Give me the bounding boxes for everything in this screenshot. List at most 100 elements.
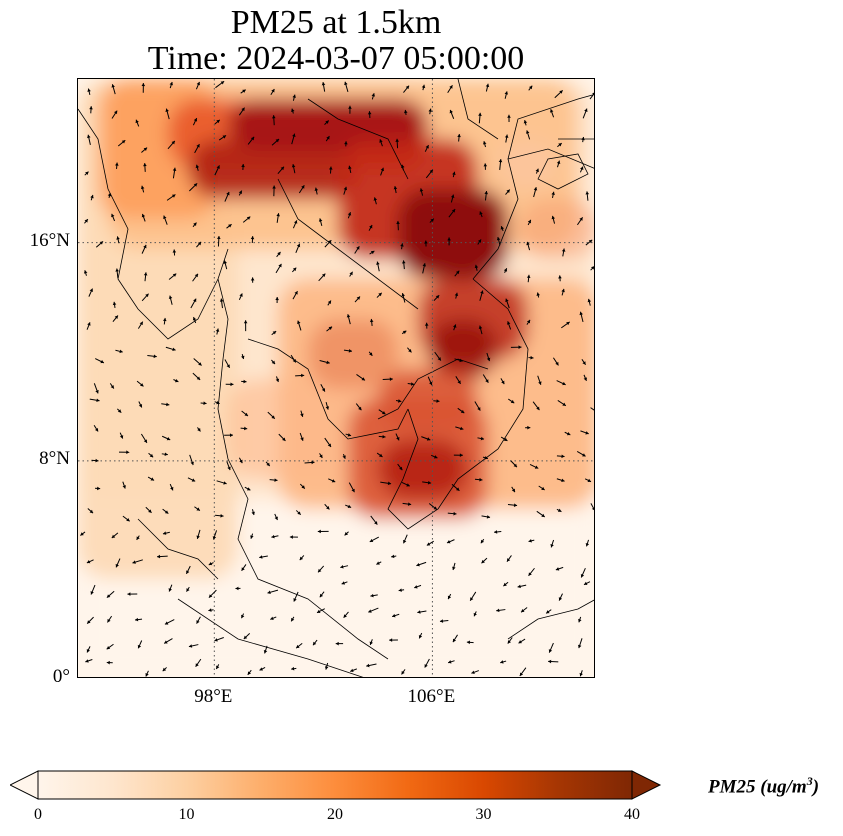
wind-vector bbox=[527, 219, 532, 226]
wind-vector bbox=[454, 270, 460, 277]
wind-vector bbox=[157, 554, 168, 559]
wind-vector bbox=[518, 638, 526, 644]
wind-vector bbox=[590, 407, 594, 411]
wind-vector bbox=[453, 324, 457, 331]
wind-vector bbox=[556, 508, 562, 513]
wind-vector bbox=[84, 171, 89, 176]
wind-vector bbox=[141, 83, 146, 93]
wind-vector bbox=[367, 111, 372, 119]
wind-vector bbox=[241, 354, 245, 360]
wind-vector bbox=[391, 554, 397, 559]
wind-vector bbox=[401, 260, 406, 270]
wind-vector bbox=[576, 217, 584, 226]
wind-vector bbox=[172, 249, 177, 256]
wind-vector bbox=[474, 477, 483, 482]
wind-vector bbox=[561, 248, 566, 257]
wind-vector bbox=[585, 539, 590, 547]
wind-vector bbox=[247, 136, 255, 145]
wind-vector bbox=[194, 506, 201, 511]
wind-vector bbox=[536, 292, 540, 298]
wind-vector bbox=[369, 536, 380, 543]
wind-vector bbox=[89, 106, 93, 114]
wind-vector bbox=[162, 317, 167, 325]
wind-vector bbox=[498, 159, 503, 170]
wind-vector bbox=[86, 616, 94, 624]
wind-vector bbox=[431, 454, 438, 459]
wind-vector bbox=[454, 292, 459, 299]
wind-vector bbox=[347, 212, 352, 219]
wind-vector bbox=[172, 167, 177, 179]
wind-vector bbox=[344, 81, 349, 93]
wind-vector bbox=[186, 586, 190, 592]
wind-vector bbox=[188, 644, 199, 648]
wind-vector bbox=[147, 354, 157, 359]
wind-vector bbox=[324, 503, 330, 510]
wind-vector bbox=[414, 584, 422, 589]
wind-vector bbox=[370, 593, 378, 598]
colorbar-extend-low bbox=[10, 770, 39, 800]
wind-vector bbox=[376, 452, 383, 458]
wind-vector bbox=[528, 355, 534, 360]
colorbar-tick-label: 10 bbox=[178, 806, 195, 823]
wind-vector bbox=[116, 408, 122, 413]
wind-vector bbox=[84, 218, 89, 224]
wind-vector bbox=[134, 617, 143, 622]
wind-vector bbox=[226, 461, 231, 471]
wind-vector bbox=[380, 481, 392, 486]
wind-vector bbox=[500, 378, 505, 385]
wind-vector bbox=[343, 186, 348, 195]
wind-vector bbox=[251, 509, 255, 516]
wind-vector bbox=[259, 666, 266, 671]
wind-vector bbox=[243, 632, 251, 640]
wind-vector bbox=[379, 139, 383, 147]
wind-vector bbox=[551, 191, 555, 199]
wind-vector bbox=[478, 112, 482, 124]
wind-vector bbox=[508, 398, 515, 404]
wind-vector bbox=[195, 81, 200, 90]
wind-vector bbox=[163, 215, 168, 225]
wind-vector bbox=[529, 463, 539, 469]
wind-vector bbox=[137, 321, 144, 329]
wind-vector bbox=[477, 239, 482, 245]
wind-vector bbox=[298, 184, 305, 194]
wind-vector bbox=[304, 460, 315, 465]
wind-vector bbox=[561, 288, 565, 296]
wind-vector bbox=[215, 80, 225, 89]
wind-vector bbox=[403, 85, 410, 93]
wind-vector bbox=[292, 94, 296, 101]
gridlines bbox=[78, 79, 594, 677]
wind-vector bbox=[88, 288, 93, 297]
wind-vector bbox=[589, 92, 594, 100]
wind-vector bbox=[354, 296, 361, 303]
wind-vector bbox=[585, 239, 593, 246]
wind-vector bbox=[504, 91, 509, 99]
wind-vector bbox=[166, 194, 176, 201]
wind-vector bbox=[447, 593, 452, 600]
wind-vector bbox=[111, 213, 116, 222]
wind-vector bbox=[192, 117, 198, 126]
wind-vector bbox=[525, 425, 531, 430]
wind-vector bbox=[141, 213, 146, 222]
wind-vector bbox=[335, 641, 344, 646]
longitude-label: 106°E bbox=[407, 686, 456, 707]
wind-vector bbox=[243, 320, 248, 332]
wind-vector bbox=[519, 667, 527, 677]
wind-vector bbox=[556, 478, 565, 483]
wind-vector bbox=[324, 120, 330, 125]
wind-vector bbox=[482, 456, 489, 460]
wind-vector bbox=[219, 298, 224, 309]
wind-vector bbox=[141, 147, 148, 153]
wind-vector bbox=[481, 515, 491, 519]
wind-vector bbox=[185, 565, 191, 575]
colorbar-tick-label: 30 bbox=[475, 806, 492, 823]
map-canvas bbox=[78, 79, 594, 677]
wind-vector bbox=[137, 640, 143, 649]
wind-vector bbox=[141, 293, 149, 302]
wind-vector bbox=[481, 557, 488, 564]
wind-vector bbox=[590, 265, 594, 271]
wind-vector bbox=[106, 643, 114, 650]
wind-vector bbox=[192, 273, 199, 282]
wind-vector bbox=[224, 359, 231, 369]
wind-vector bbox=[528, 567, 535, 577]
latitude-label: 16°N bbox=[29, 229, 70, 251]
